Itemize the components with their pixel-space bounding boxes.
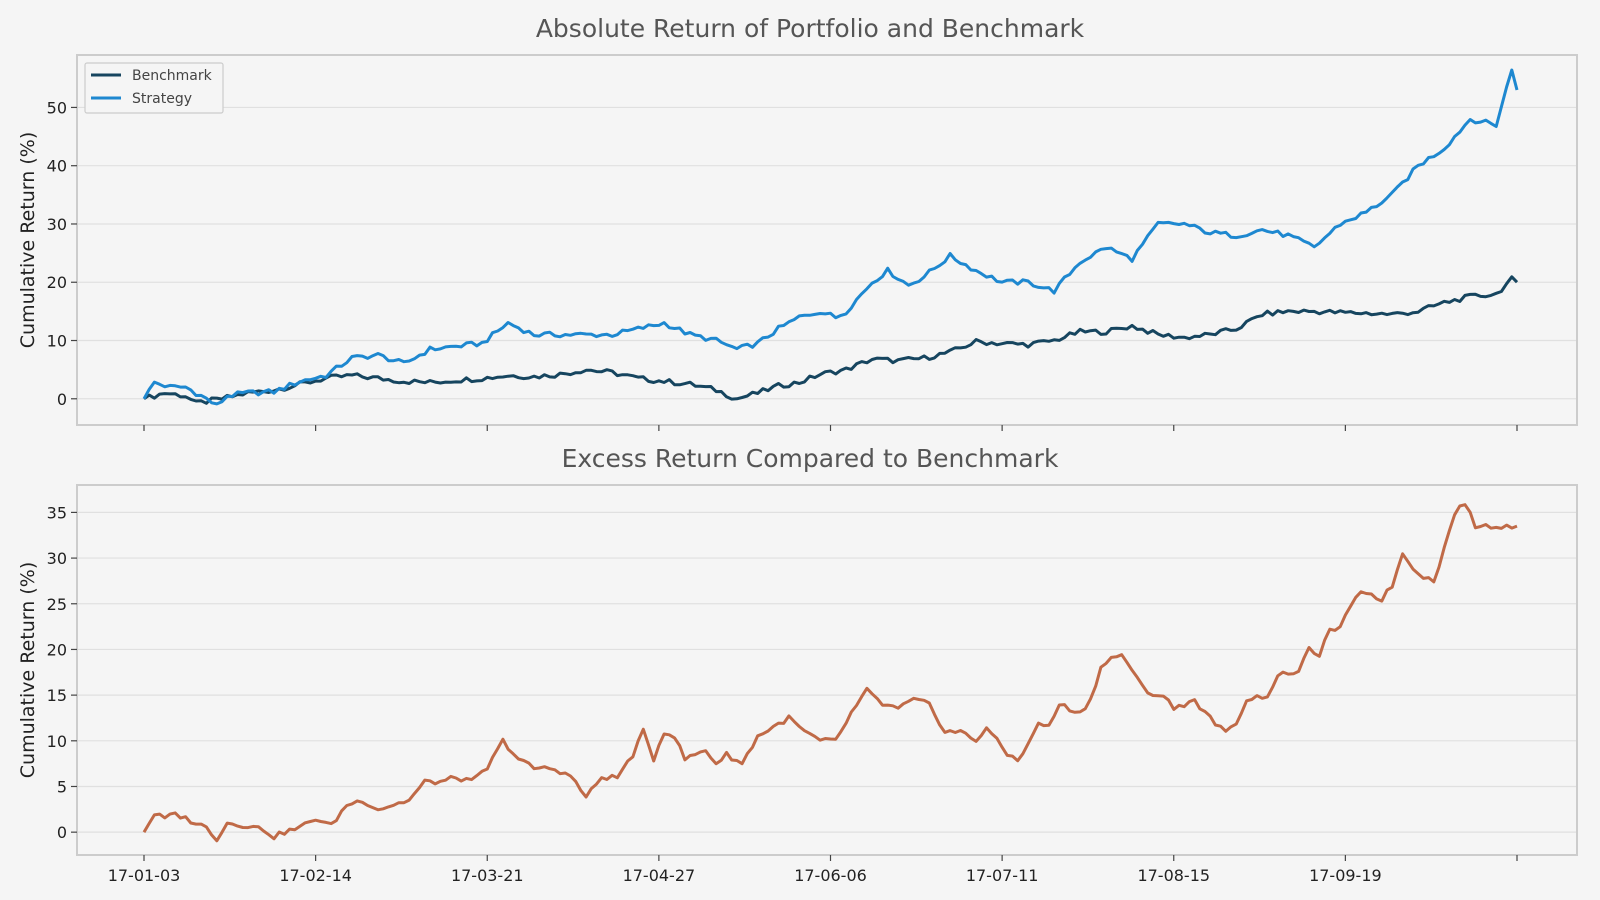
absolute-return-chart: Absolute Return of Portfolio and Benchma…	[17, 14, 1578, 431]
series-group	[142, 503, 1518, 843]
y-tick-label: 5	[57, 777, 67, 796]
y-tick-label: 30	[47, 549, 67, 568]
legend: Benchmark Strategy	[84, 62, 224, 114]
y-tick-label: 50	[47, 98, 67, 117]
x-axis	[143, 425, 1518, 431]
series-line-benchmark	[143, 275, 1519, 405]
y-tick-label: 15	[47, 686, 67, 705]
y-tick-label: 10	[47, 332, 67, 351]
x-tick-label: 17-07-11	[966, 866, 1039, 885]
series-line-strategy	[142, 68, 1519, 406]
x-tick-label: 17-01-03	[108, 866, 181, 885]
y-tick-label: 20	[47, 640, 67, 659]
x-tick-label: 17-03-21	[451, 866, 524, 885]
legend-label-strategy: Strategy	[132, 91, 192, 107]
x-axis: 17-01-03 17-02-14 17-03-21 17-04-27 17-06-06…	[108, 855, 1518, 885]
y-tick-label: 30	[47, 215, 67, 234]
plot-area	[76, 484, 1578, 856]
y-grid	[78, 511, 1576, 833]
x-tick-label: 17-06-06	[794, 866, 867, 885]
y-axis-label: Cumulative Return (%)	[17, 132, 39, 348]
x-tick-label: 17-04-27	[623, 866, 696, 885]
series-group	[142, 68, 1519, 406]
y-tick-label: 10	[47, 732, 67, 751]
y-tick-label: 0	[57, 390, 67, 409]
excess-return-chart: Excess Return Compared to Benchmark 0 5 10…	[17, 444, 1578, 885]
y-axis: 0 5 10 15 20 25 30 35	[47, 503, 77, 842]
legend-label-benchmark: Benchmark	[132, 68, 213, 84]
y-tick-label: 35	[47, 503, 67, 522]
y-axis: 0 10 20 30 40 50	[47, 98, 77, 409]
y-tick-label: 25	[47, 595, 67, 614]
y-grid	[78, 106, 1576, 400]
plot-area	[76, 54, 1578, 426]
y-axis-label: Cumulative Return (%)	[17, 562, 39, 778]
y-tick-label: 0	[57, 823, 67, 842]
y-tick-label: 20	[47, 273, 67, 292]
x-tick-label: 17-08-15	[1137, 866, 1210, 885]
x-tick-label: 17-09-19	[1309, 866, 1382, 885]
series-line-excess-return	[142, 503, 1518, 843]
x-tick-label: 17-02-14	[279, 866, 352, 885]
y-tick-label: 40	[47, 157, 67, 176]
chart-title: Excess Return Compared to Benchmark	[562, 444, 1059, 473]
chart-title: Absolute Return of Portfolio and Benchma…	[536, 14, 1085, 43]
